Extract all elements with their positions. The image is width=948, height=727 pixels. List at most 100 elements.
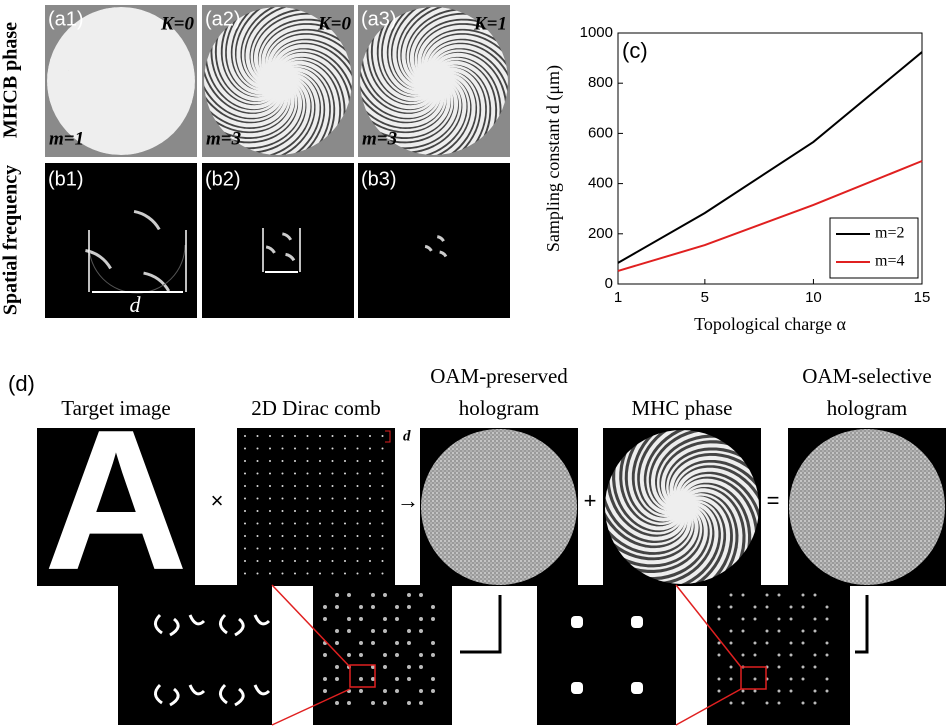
image-frame [537,585,676,725]
dot [730,642,733,645]
dot [730,678,733,681]
dot [742,630,745,633]
dot [347,617,351,621]
comb-dot [369,548,371,550]
panel-label: (a1) [48,8,84,30]
dot [359,605,363,609]
dot [826,618,829,621]
comb-dot [294,498,296,500]
dot [371,629,375,633]
comb-dot [282,535,284,537]
comb-dot [244,498,246,500]
dot [383,701,387,705]
comb-dot [357,548,359,550]
dot [383,629,387,633]
dot [814,594,817,597]
comb-dot [357,573,359,575]
comb-dot [294,548,296,550]
comb-dot [344,573,346,575]
caption: OAM-selective [802,364,931,388]
dot [814,618,817,621]
target-letter: A [44,389,188,612]
k-label: K=0 [160,13,194,34]
comb-dot [307,560,309,562]
row-label: MHCB phase [0,22,22,138]
dot [407,665,411,669]
comb-dot [344,548,346,550]
operator: = [767,488,780,513]
spot [631,682,643,694]
dot [826,654,829,657]
dot [323,689,327,693]
comb-dot [269,535,271,537]
panel-label: (c) [622,38,648,63]
image-frame [118,585,272,725]
dot [335,629,339,633]
spot [571,682,583,694]
y-axis-label: Sampling constant d (μm) [543,65,564,252]
legend-label: m=4 [875,253,904,270]
caption: OAM-preserved [430,364,568,388]
flow-arrow [855,595,867,652]
comb-dot [244,548,246,550]
dot [335,677,339,681]
dot [407,593,411,597]
comb-dot [269,560,271,562]
dot [335,641,339,645]
dot [766,702,769,705]
dot [335,665,339,669]
comb-dot [294,523,296,525]
dot [371,605,375,609]
comb-dot [282,460,284,462]
comb-dot [344,560,346,562]
comb-dot [369,435,371,437]
comb-dot [369,473,371,475]
dot [754,606,757,609]
dot [814,654,817,657]
comb-dot [257,510,259,512]
comb-dot [319,448,321,450]
dot [383,689,387,693]
dot [778,630,781,633]
dot [383,593,387,597]
panel-label: (d) [8,371,35,396]
comb-dot [294,573,296,575]
dot [790,654,793,657]
comb-dot [382,498,384,500]
dot [754,690,757,693]
dot [395,653,399,657]
dot [778,618,781,621]
dot [766,594,769,597]
comb-dot [294,485,296,487]
comb-dot [257,560,259,562]
dot [826,642,829,645]
dot [323,677,327,681]
dot [383,653,387,657]
dot [431,605,435,609]
dot [730,606,733,609]
comb-dot [344,485,346,487]
dot [718,654,721,657]
dot [718,606,721,609]
operator: + [584,488,597,513]
dot [766,630,769,633]
dimension-label: d [130,292,142,317]
comb-dot [257,548,259,550]
dot [778,666,781,669]
dot [730,630,733,633]
y-tick-label: 800 [588,74,613,91]
comb-dot [357,460,359,462]
comb-dot [269,448,271,450]
comb-dot [382,460,384,462]
comb-dot [294,435,296,437]
dot [431,641,435,645]
comb-dot [357,560,359,562]
dot [419,689,423,693]
dot [790,606,793,609]
dot [718,678,721,681]
comb-dot [307,448,309,450]
x-tick-label: 15 [914,289,931,306]
comb-dot [307,535,309,537]
comb-dot [269,498,271,500]
comb-dot [382,485,384,487]
